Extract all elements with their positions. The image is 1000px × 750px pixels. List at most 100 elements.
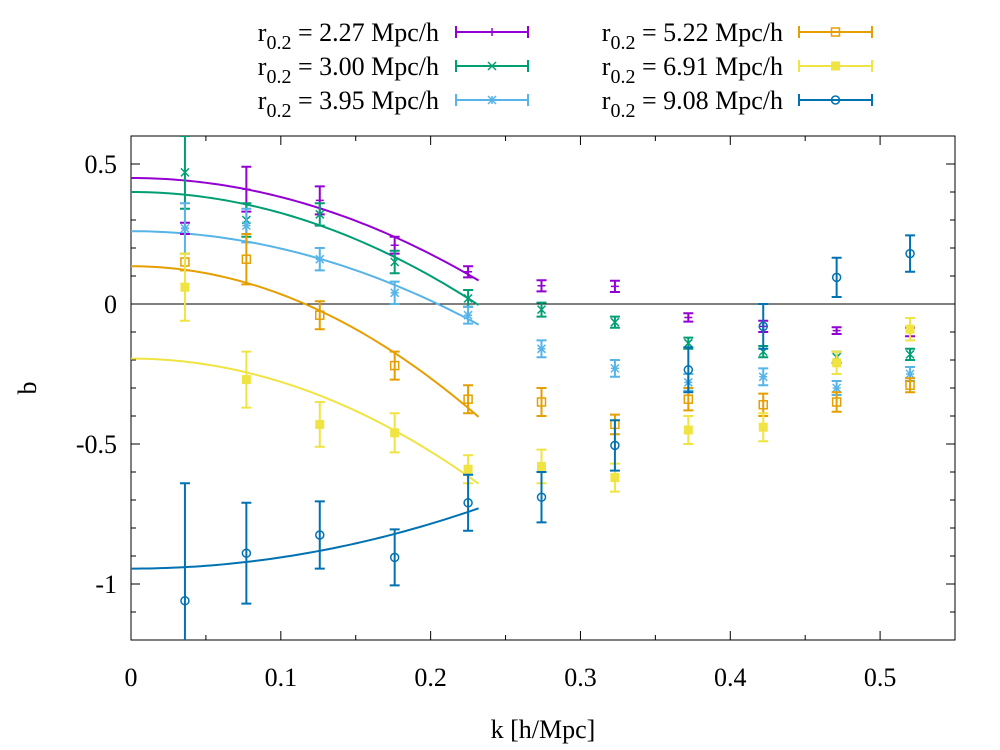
point-marker	[536, 397, 547, 407]
point-marker	[464, 267, 473, 276]
point-marker	[905, 349, 915, 359]
error-bar	[758, 303, 769, 350]
point-marker	[315, 310, 325, 320]
point-marker	[390, 288, 400, 298]
point-marker	[536, 305, 547, 315]
point-marker	[241, 221, 251, 231]
point-marker	[830, 27, 841, 37]
error-bar	[609, 419, 620, 472]
point-marker	[180, 223, 190, 233]
point-marker	[831, 61, 840, 71]
error-bar	[536, 387, 547, 417]
y-tick-label: -1	[95, 570, 117, 599]
fit-curve	[131, 357, 480, 485]
legend-label-rest: = 3.95 Mpc/h	[291, 86, 439, 115]
legend: r0.2 = 2.27 Mpc/hr0.2 = 3.00 Mpc/hr0.2 =…	[258, 18, 873, 122]
point-marker	[684, 313, 693, 322]
point-marker	[180, 167, 190, 177]
legend-item: r0.2 = 2.27 Mpc/h	[258, 18, 529, 54]
legend-label-rest: = 2.27 Mpc/h	[291, 18, 439, 47]
point-marker	[683, 365, 694, 375]
fit-curve	[131, 507, 479, 570]
point-marker	[683, 338, 693, 348]
point-marker	[610, 363, 620, 373]
error-bar	[389, 528, 400, 587]
error-bar	[179, 482, 190, 640]
point-marker	[463, 394, 473, 404]
series-points	[179, 202, 916, 396]
point-marker	[831, 397, 842, 407]
series-points	[179, 234, 916, 640]
point-marker	[831, 272, 842, 283]
point-marker	[463, 310, 473, 320]
legend-label-sub: 0.2	[610, 100, 635, 122]
point-marker	[610, 282, 619, 291]
point-marker	[390, 257, 400, 267]
x-tick-label: 0.3	[564, 663, 597, 692]
x-tick-label: 0.2	[414, 663, 447, 692]
point-marker	[315, 530, 325, 540]
point-marker	[758, 422, 768, 432]
error-bar	[463, 473, 474, 532]
point-marker	[758, 321, 768, 332]
x-tick-label: 0.5	[864, 663, 897, 692]
x-tick-label: 0	[125, 663, 138, 692]
point-marker	[389, 360, 400, 371]
series-points	[179, 252, 916, 493]
point-marker	[610, 473, 620, 483]
legend-item: r0.2 = 9.08 Mpc/h	[602, 86, 873, 122]
legend-label-sub: 0.2	[610, 66, 635, 88]
error-bar	[314, 500, 325, 570]
point-marker	[610, 440, 620, 451]
point-marker	[683, 425, 693, 435]
legend-label-sub: 0.2	[266, 66, 291, 88]
legend-line	[798, 94, 873, 106]
plot-area	[130, 135, 956, 641]
legend-label: r0.2 = 2.27 Mpc/h	[258, 18, 439, 54]
legend-label-rest: = 5.22 Mpc/h	[635, 18, 783, 47]
point-marker	[536, 492, 547, 502]
y-tick-label: -0.5	[76, 430, 117, 459]
point-marker	[536, 344, 547, 354]
error-bar	[831, 391, 842, 413]
point-marker	[315, 209, 325, 219]
error-bar	[536, 471, 547, 524]
point-marker	[537, 281, 546, 290]
point-marker	[537, 461, 547, 471]
point-marker	[905, 369, 915, 379]
error-bar	[463, 384, 474, 415]
point-marker	[758, 372, 768, 382]
legend-label-main: r	[602, 86, 611, 115]
point-marker	[488, 28, 496, 36]
series-points	[179, 136, 916, 364]
legend-label-main: r	[602, 18, 611, 47]
y-tick-label: 0	[104, 290, 117, 319]
fit-curve	[131, 191, 480, 306]
point-marker	[390, 428, 400, 438]
legend-label-main: r	[602, 52, 611, 81]
fit-curve	[131, 230, 480, 326]
legend-label-rest: = 3.00 Mpc/h	[291, 52, 439, 81]
error-bar	[241, 501, 252, 605]
x-axis-label: k [h/Mpc]	[491, 715, 596, 744]
point-marker	[487, 95, 497, 105]
fit-curves	[131, 177, 480, 570]
legend-line	[798, 26, 873, 38]
legend-label: r0.2 = 9.08 Mpc/h	[602, 86, 783, 122]
point-marker	[905, 248, 915, 259]
x-tick-label: 0.1	[265, 663, 298, 692]
legend-label: r0.2 = 3.95 Mpc/h	[258, 86, 439, 122]
point-marker	[830, 95, 841, 105]
error-bar	[831, 256, 842, 298]
point-marker	[905, 380, 915, 390]
error-bar	[389, 350, 400, 381]
legend-label-main: r	[258, 52, 267, 81]
point-marker	[241, 254, 252, 264]
point-marker	[463, 498, 473, 508]
point-marker	[832, 383, 842, 393]
legend-label-sub: 0.2	[610, 32, 635, 54]
point-marker	[242, 185, 251, 194]
legend-label-main: r	[258, 18, 267, 47]
point-marker	[758, 400, 768, 410]
